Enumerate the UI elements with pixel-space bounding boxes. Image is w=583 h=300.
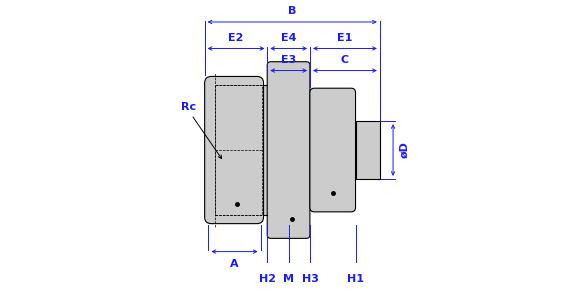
FancyBboxPatch shape xyxy=(267,62,310,238)
Text: H3: H3 xyxy=(301,274,318,284)
Bar xyxy=(264,85,267,215)
Text: E1: E1 xyxy=(337,33,353,43)
Text: H2: H2 xyxy=(259,274,276,284)
Text: C: C xyxy=(341,55,349,65)
Text: H1: H1 xyxy=(347,274,364,284)
Text: M: M xyxy=(283,274,294,284)
FancyBboxPatch shape xyxy=(205,76,264,224)
Bar xyxy=(356,121,380,179)
Text: øD: øD xyxy=(399,142,409,158)
Text: A: A xyxy=(230,259,239,269)
Text: B: B xyxy=(288,5,296,16)
Text: E2: E2 xyxy=(229,33,244,43)
Text: E4: E4 xyxy=(281,33,296,43)
Text: E3: E3 xyxy=(281,55,296,65)
Text: Rc: Rc xyxy=(181,102,196,112)
FancyBboxPatch shape xyxy=(310,88,356,212)
